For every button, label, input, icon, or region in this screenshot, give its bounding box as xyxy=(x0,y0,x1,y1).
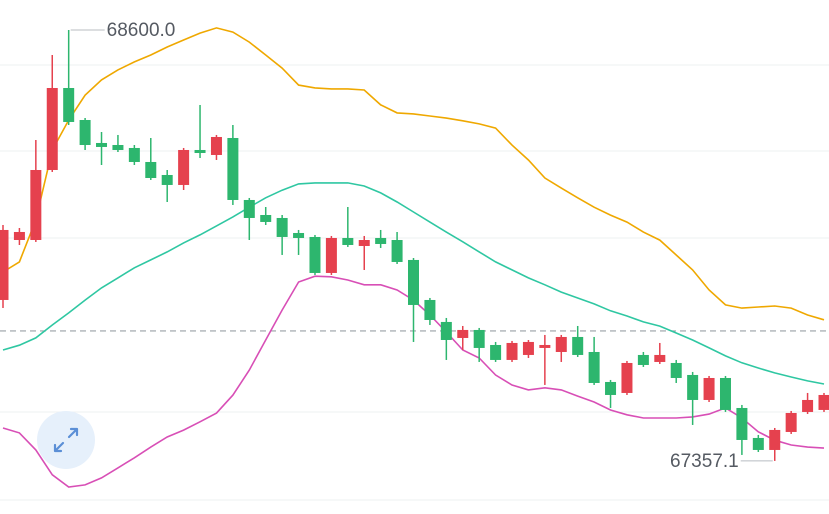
candle-body xyxy=(194,149,206,154)
candle-body xyxy=(260,214,272,222)
annotations: 68600.0 67357.1 xyxy=(70,20,773,472)
expand-icon[interactable] xyxy=(53,427,79,453)
candle-body xyxy=(736,407,748,440)
candle-body xyxy=(358,239,370,246)
candle-body xyxy=(752,437,764,450)
candle-body xyxy=(605,381,617,395)
candle-body xyxy=(145,161,157,179)
candle-body xyxy=(769,429,781,450)
candle-body xyxy=(490,344,502,360)
candle-body xyxy=(719,377,731,410)
candle-body xyxy=(112,144,124,150)
candle-body xyxy=(325,237,337,273)
candle-body xyxy=(621,362,633,393)
candle-body xyxy=(227,137,239,200)
expand-button-bg[interactable] xyxy=(37,411,95,469)
candle-body xyxy=(391,239,403,262)
candle-body xyxy=(522,341,534,355)
candle-body xyxy=(802,399,814,412)
candle-body xyxy=(539,344,551,348)
candle-body xyxy=(293,232,305,238)
candle-body xyxy=(13,231,25,240)
bands xyxy=(0,27,829,488)
candle-body xyxy=(243,199,255,218)
candles xyxy=(0,29,829,461)
candle-body xyxy=(473,329,485,348)
expand-button[interactable] xyxy=(37,411,95,469)
candle-body xyxy=(96,142,108,147)
annotation-label: 68600.0 xyxy=(107,20,176,41)
candle-body xyxy=(785,412,797,432)
candle-body xyxy=(703,377,715,400)
candle-body xyxy=(555,336,567,352)
candle-body xyxy=(79,119,91,145)
candle-body xyxy=(0,229,9,300)
candle-body xyxy=(670,362,682,378)
candle-body xyxy=(440,321,452,340)
candle-body xyxy=(687,374,699,400)
candle-body xyxy=(309,236,321,273)
candle-body xyxy=(30,169,42,240)
candle-body xyxy=(342,237,354,245)
candle-body xyxy=(588,351,600,383)
candle-body xyxy=(457,329,469,338)
candle-body xyxy=(408,259,419,305)
candle-body xyxy=(654,354,666,362)
annotation-label: 67357.1 xyxy=(670,451,739,472)
candle-body xyxy=(46,87,58,170)
candle-body xyxy=(506,342,518,360)
candle-body xyxy=(818,394,829,410)
candle-body xyxy=(161,174,173,185)
candle-body xyxy=(424,299,436,320)
candle-body xyxy=(63,87,75,122)
band-line xyxy=(2,27,825,321)
candle-body xyxy=(276,217,288,237)
candle-body xyxy=(178,149,190,185)
candle-body xyxy=(210,136,222,155)
candle-body xyxy=(375,237,387,244)
candle-body xyxy=(572,336,584,355)
candle-body xyxy=(637,354,649,365)
candle-body xyxy=(128,147,140,162)
band-line xyxy=(2,182,825,385)
